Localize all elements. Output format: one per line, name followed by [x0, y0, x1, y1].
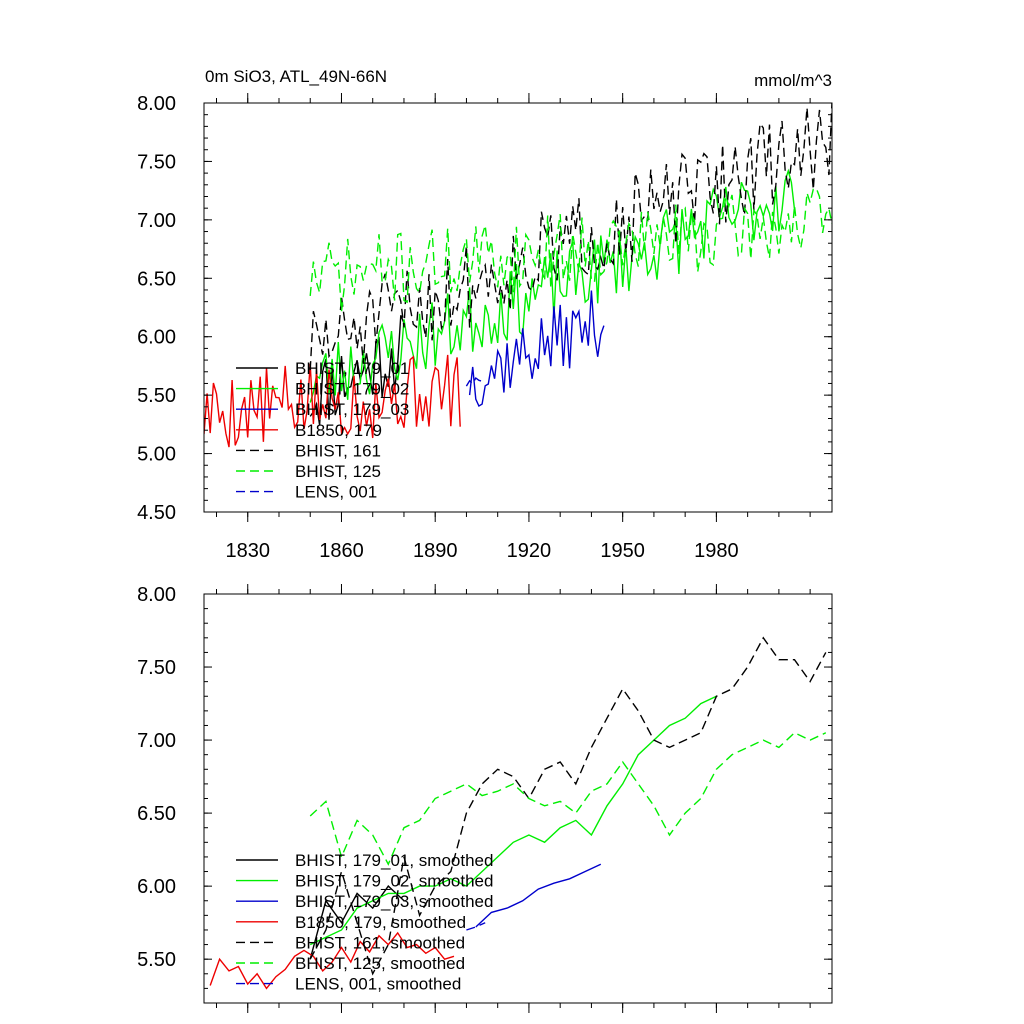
top-y-tick-label: 5.00: [137, 444, 176, 466]
top-legend-label-0: BHIST, 179_01: [295, 359, 409, 378]
top-panel: 0m SiO3, ATL_49N-66N mmol/m^3 BHIST, 179…: [137, 67, 833, 562]
top-series-group: [204, 103, 832, 448]
top-y-tick-label: 7.50: [137, 151, 176, 173]
bottom-series-line-2: [475, 863, 602, 928]
bottom-legend-label-0: BHIST, 179_01, smoothed: [295, 851, 493, 870]
top-x-tick-label: 1830: [225, 540, 270, 562]
bottom-legend-label-3: B1850, 179, smoothed: [295, 913, 466, 932]
top-x-tick-label: 1860: [319, 540, 364, 562]
bottom-legend-label-2: BHIST, 179_03, smoothed: [295, 892, 493, 911]
top-legend-label-4: BHIST, 161: [295, 441, 381, 460]
top-y-tick-label: 8.00: [137, 93, 176, 115]
top-series-line-6: [465, 376, 483, 387]
top-title-left: 0m SiO3, ATL_49N-66N: [205, 67, 387, 86]
top-legend-label-5: BHIST, 125: [295, 462, 381, 481]
bottom-y-tick-label: 7.00: [137, 730, 176, 752]
bottom-legend-label-4: BHIST, 161, smoothed: [295, 933, 465, 952]
bottom-y-tick-label: 8.00: [137, 584, 176, 606]
bottom-plot-frame: [203, 593, 833, 1004]
bottom-series-line-0: [309, 885, 405, 960]
bottom-series-line-3: [209, 931, 455, 990]
top-series-line-2: [468, 290, 605, 408]
top-plot-frame: [203, 102, 833, 513]
top-legend-label-6: LENS, 001: [295, 483, 377, 502]
bottom-y-tick-label: 6.50: [137, 803, 176, 825]
bottom-legend: BHIST, 179_01, smoothed BHIST, 179_02, sm…: [236, 851, 493, 994]
top-y-tick-label: 4.50: [137, 502, 176, 524]
top-series-line-5: [309, 187, 832, 312]
bottom-axes: 5.50 6.00 6.50 7.00 7.50 8.00: [137, 584, 832, 1013]
bottom-legend-label-6: LENS, 001, smoothed: [295, 975, 461, 994]
top-series-line-3: [204, 354, 461, 448]
top-x-tick-label: 1950: [600, 540, 645, 562]
top-axes: 4.50 5.00 5.50 6.00 6.50 7.00 7.50 8.00 1830 1860…: [137, 93, 832, 562]
bottom-panel: BHIST, 179_01, smoothed BHIST, 179_02, sm…: [137, 584, 833, 1013]
top-x-tick-label: 1980: [694, 540, 739, 562]
top-x-tick-label: 1920: [507, 540, 552, 562]
top-y-tick-label: 5.50: [137, 385, 176, 407]
bottom-series-line-5: [309, 731, 827, 866]
top-y-tick-label: 7.00: [137, 210, 176, 232]
top-legend-label-2: BHIST, 179_03: [295, 400, 409, 419]
top-y-tick-label: 6.50: [137, 268, 176, 290]
top-x-tick-label: 1890: [413, 540, 458, 562]
bottom-series-line-1: [309, 695, 717, 946]
top-y-tick-label: 6.00: [137, 327, 176, 349]
bottom-y-tick-label: 5.50: [137, 949, 176, 971]
bottom-y-tick-label: 6.00: [137, 876, 176, 898]
bottom-y-tick-label: 7.50: [137, 657, 176, 679]
bottom-series-group: [209, 636, 827, 990]
top-legend-label-3: B1850, 179: [295, 421, 382, 440]
top-title-right: mmol/m^3: [754, 71, 832, 90]
bottom-series-line-4: [309, 636, 827, 976]
bottom-legend-label-1: BHIST, 179_02, smoothed: [295, 872, 493, 891]
top-legend-label-1: BHIST, 179_02: [295, 380, 409, 399]
bottom-series-line-6: [466, 922, 486, 931]
top-series-line-4: [309, 103, 832, 371]
bottom-legend-label-5: BHIST, 125, smoothed: [295, 954, 465, 973]
top-series-line-1: [309, 168, 796, 403]
